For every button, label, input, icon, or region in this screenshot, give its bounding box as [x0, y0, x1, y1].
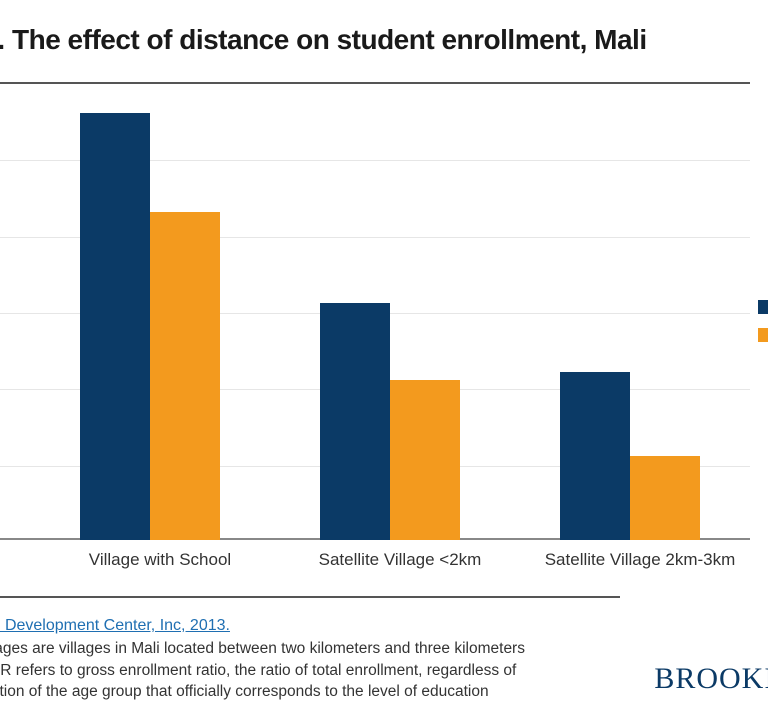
- category-label: Village with School: [40, 550, 280, 570]
- divider: [0, 596, 620, 598]
- bar: [150, 212, 220, 540]
- bar: [560, 372, 630, 540]
- brand-logo: BROOKIN: [654, 662, 768, 696]
- category-label: Satellite Village <2km: [280, 550, 520, 570]
- legend-swatch: [758, 328, 768, 342]
- note-line-2: e population of the age group that offic…: [0, 682, 620, 702]
- note-line-0: ellite villages are villages in Mali loc…: [0, 639, 620, 659]
- bar: [630, 456, 700, 540]
- category-label: Satellite Village 2km-3km: [520, 550, 760, 570]
- bar: [320, 303, 390, 540]
- note-line-1: hool. GER refers to gross enrollment rat…: [0, 661, 620, 681]
- legend-item: [758, 328, 768, 342]
- chart-area: %10%20%30%40%50%60% Village with SchoolS…: [0, 82, 750, 572]
- legend: [758, 300, 768, 356]
- bar: [390, 380, 460, 540]
- bar: [80, 113, 150, 540]
- legend-item: [758, 300, 768, 314]
- source-link[interactable]: ducation Development Center, Inc, 2013.: [0, 617, 230, 634]
- legend-swatch: [758, 300, 768, 314]
- chart-title: e 2. The effect of distance on student e…: [0, 24, 647, 56]
- footnotes: ducation Development Center, Inc, 2013. …: [0, 596, 620, 702]
- bars-layer: [0, 82, 750, 540]
